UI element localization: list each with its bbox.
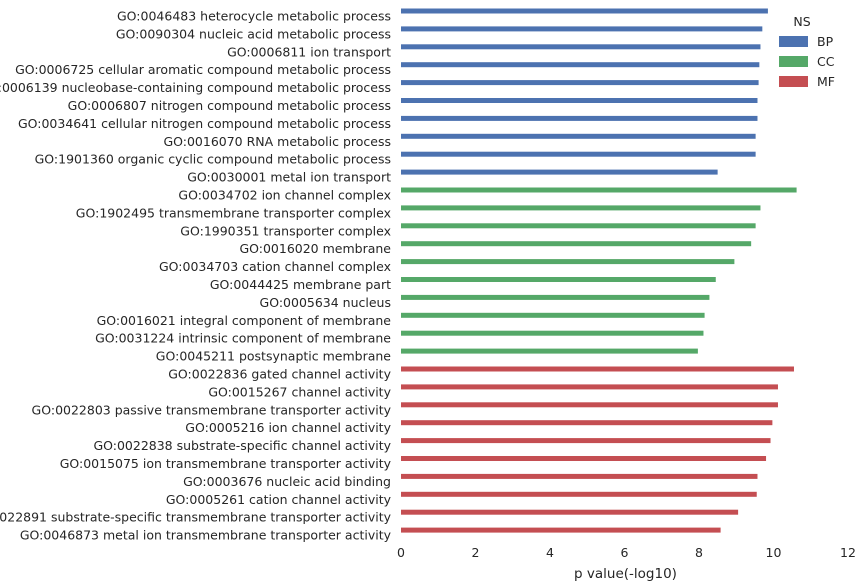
legend-swatch-bp	[779, 36, 808, 47]
bar-mf	[401, 527, 721, 533]
x-tick-label: 4	[546, 545, 554, 560]
bar-bp	[401, 133, 756, 139]
bar-cc	[401, 205, 761, 211]
bar-bp	[401, 98, 758, 103]
bar-cc	[401, 241, 752, 247]
category-label: GO:0005634 nucleus	[260, 295, 391, 310]
legend-swatch-cc	[779, 56, 808, 67]
bar-bp	[401, 115, 758, 121]
category-label: GO:0006725 cellular aromatic compound me…	[15, 62, 391, 77]
bar-cc	[401, 294, 710, 300]
bar-mf	[401, 509, 739, 515]
bars	[401, 8, 797, 533]
x-tick-label: 10	[766, 545, 782, 560]
category-label: GO:0044425 membrane part	[210, 277, 391, 292]
x-tick-label: 2	[472, 545, 480, 560]
category-label: GO:1901360 organic cyclic compound metab…	[35, 152, 391, 167]
category-label: GO:0006807 nitrogen compound metabolic p…	[68, 98, 391, 113]
bar-mf	[401, 420, 773, 426]
legend-items: BP CC MF	[779, 34, 835, 89]
x-tick-label: 0	[397, 545, 405, 560]
legend-swatch-mf	[779, 76, 808, 87]
bar-bp	[401, 80, 759, 86]
category-label: GO:0022836 gated channel activity	[168, 367, 391, 382]
legend: NS BP CC MF	[779, 14, 835, 89]
x-tick-label: 8	[695, 545, 703, 560]
x-tick-label: 12	[840, 545, 856, 560]
legend-label: MF	[817, 74, 835, 89]
category-label: GO:0022891 substrate-specific transmembr…	[0, 510, 392, 525]
x-tick-label: 6	[621, 545, 629, 560]
x-axis-ticks: 0 2 4 6 8 10 12	[397, 545, 856, 560]
bar-bp	[401, 151, 756, 157]
bar-cc	[401, 312, 705, 318]
category-label: GO:0045211 postsynaptic membrane	[156, 349, 392, 364]
category-label: GO:0006139 nucleobase-containing compoun…	[0, 80, 391, 95]
bar-cc	[401, 259, 735, 265]
category-label: GO:1902495 transmembrane transporter com…	[76, 205, 391, 220]
category-label: GO:0031224 intrinsic component of membra…	[95, 331, 391, 346]
bar-bp	[401, 44, 761, 50]
category-labels: GO:0046483 heterocycle metabolic process…	[0, 9, 392, 543]
category-label: GO:1990351 transporter complex	[180, 223, 391, 238]
category-label: GO:0034703 cation channel complex	[159, 259, 391, 274]
category-label: GO:0006811 ion transport	[227, 44, 391, 59]
category-label: GO:0034702 ion channel complex	[178, 188, 391, 203]
category-label: GO:0030001 metal ion transport	[187, 170, 391, 185]
category-label: GO:0090304 nucleic acid metabolic proces…	[116, 26, 391, 41]
bar-cc	[401, 187, 797, 193]
category-label: GO:0015075 ion transmembrane transporter…	[60, 456, 392, 471]
x-axis-title: p value(-log10)	[574, 566, 677, 582]
category-label: GO:0005261 cation channel activity	[166, 492, 392, 507]
bar-mf	[401, 456, 767, 461]
bar-bp	[401, 62, 760, 68]
category-label: GO:0046873 metal ion transmembrane trans…	[20, 528, 392, 543]
bar-mf	[401, 438, 771, 444]
category-label: GO:0016021 integral component of membran…	[97, 313, 392, 328]
category-label: GO:0015267 channel activity	[208, 384, 391, 399]
legend-label: BP	[817, 34, 834, 49]
category-label: GO:0016070 RNA metabolic process	[163, 134, 391, 149]
category-label: GO:0005216 ion channel activity	[185, 420, 391, 435]
bar-cc	[401, 348, 698, 354]
category-label: GO:0022803 passive transmembrane transpo…	[32, 402, 392, 417]
bar-cc	[401, 223, 756, 229]
legend-label: CC	[817, 54, 835, 69]
bar-mf	[401, 491, 757, 497]
bar-mf	[401, 402, 778, 408]
category-label: GO:0016020 membrane	[239, 241, 391, 256]
category-label: GO:0034641 cellular nitrogen compound me…	[18, 116, 391, 131]
bar-mf	[401, 473, 758, 479]
category-label: GO:0022838 substrate-specific channel ac…	[93, 438, 391, 453]
bar-cc	[401, 277, 716, 282]
bar-bp	[401, 8, 768, 14]
bar-mf	[401, 366, 794, 372]
bar-mf	[401, 384, 778, 390]
bar-cc	[401, 330, 704, 336]
bar-bp	[401, 169, 718, 175]
legend-title: NS	[793, 14, 810, 29]
bar-bp	[401, 26, 763, 32]
category-label: GO:0046483 heterocycle metabolic process	[117, 9, 391, 24]
category-label: GO:0003676 nucleic acid binding	[183, 474, 391, 489]
